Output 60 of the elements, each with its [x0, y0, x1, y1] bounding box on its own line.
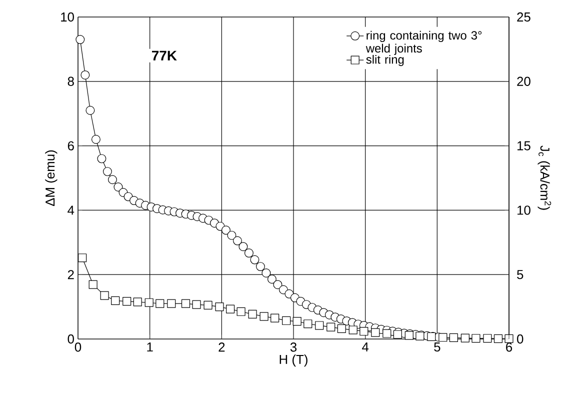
point	[504, 334, 514, 343]
y2-tick-label: 0	[517, 334, 524, 344]
point	[348, 326, 358, 334]
point	[248, 310, 257, 318]
legend-label: slit ring	[366, 54, 404, 66]
y-tick-label: 6	[68, 141, 74, 150]
point	[204, 300, 212, 310]
point	[215, 302, 224, 312]
y-tick-label: 4	[68, 206, 74, 215]
x-tick-label: 0	[74, 342, 82, 352]
point	[282, 316, 291, 325]
point	[88, 280, 98, 289]
x-tick-label: 4	[362, 342, 369, 352]
point	[156, 299, 164, 308]
y-tick-label: 8	[68, 76, 74, 86]
y2-tick-label: 15	[517, 141, 530, 150]
point	[133, 298, 142, 306]
y2-tick-label: 5	[517, 270, 524, 280]
point	[304, 320, 312, 328]
point	[438, 333, 448, 342]
point	[315, 321, 324, 330]
point	[393, 330, 402, 339]
y2-tick-label: 10	[517, 206, 530, 215]
point	[226, 304, 235, 314]
point	[483, 334, 492, 343]
x-tick-label: 3	[290, 342, 297, 352]
y2-tick-label: 25	[517, 12, 530, 22]
point	[122, 297, 132, 306]
point	[78, 254, 87, 262]
point	[100, 291, 109, 300]
x-tick-label: 5	[434, 342, 440, 352]
y-tick-label: 10	[61, 12, 74, 22]
point	[144, 298, 154, 307]
point	[371, 328, 380, 337]
x-tick-label: 1	[147, 342, 153, 352]
y2-axis-title: J$_{c}$ (kA/cm$^{2}$)	[538, 146, 552, 210]
x-tick-label: 2	[218, 342, 225, 352]
point	[111, 296, 120, 305]
point	[449, 333, 458, 342]
point	[292, 317, 302, 326]
x-tick-label: 6	[506, 342, 512, 352]
point	[326, 322, 336, 332]
point	[460, 334, 470, 342]
annotation: 77K	[152, 50, 177, 60]
y-tick-label: 2	[68, 270, 74, 280]
y2-tick-label: 20	[517, 76, 530, 86]
point	[494, 334, 503, 343]
point	[181, 299, 190, 308]
point	[167, 299, 176, 308]
point	[260, 312, 268, 321]
point	[236, 307, 246, 316]
y-axis-title: ΔM (emu)	[45, 150, 58, 206]
point	[337, 324, 346, 333]
point	[472, 334, 480, 343]
y-tick-label: 0	[68, 334, 74, 344]
point	[360, 326, 368, 336]
point	[270, 314, 280, 322]
point	[192, 300, 201, 309]
x-axis-title: H (T)	[280, 354, 308, 367]
point	[382, 329, 392, 338]
